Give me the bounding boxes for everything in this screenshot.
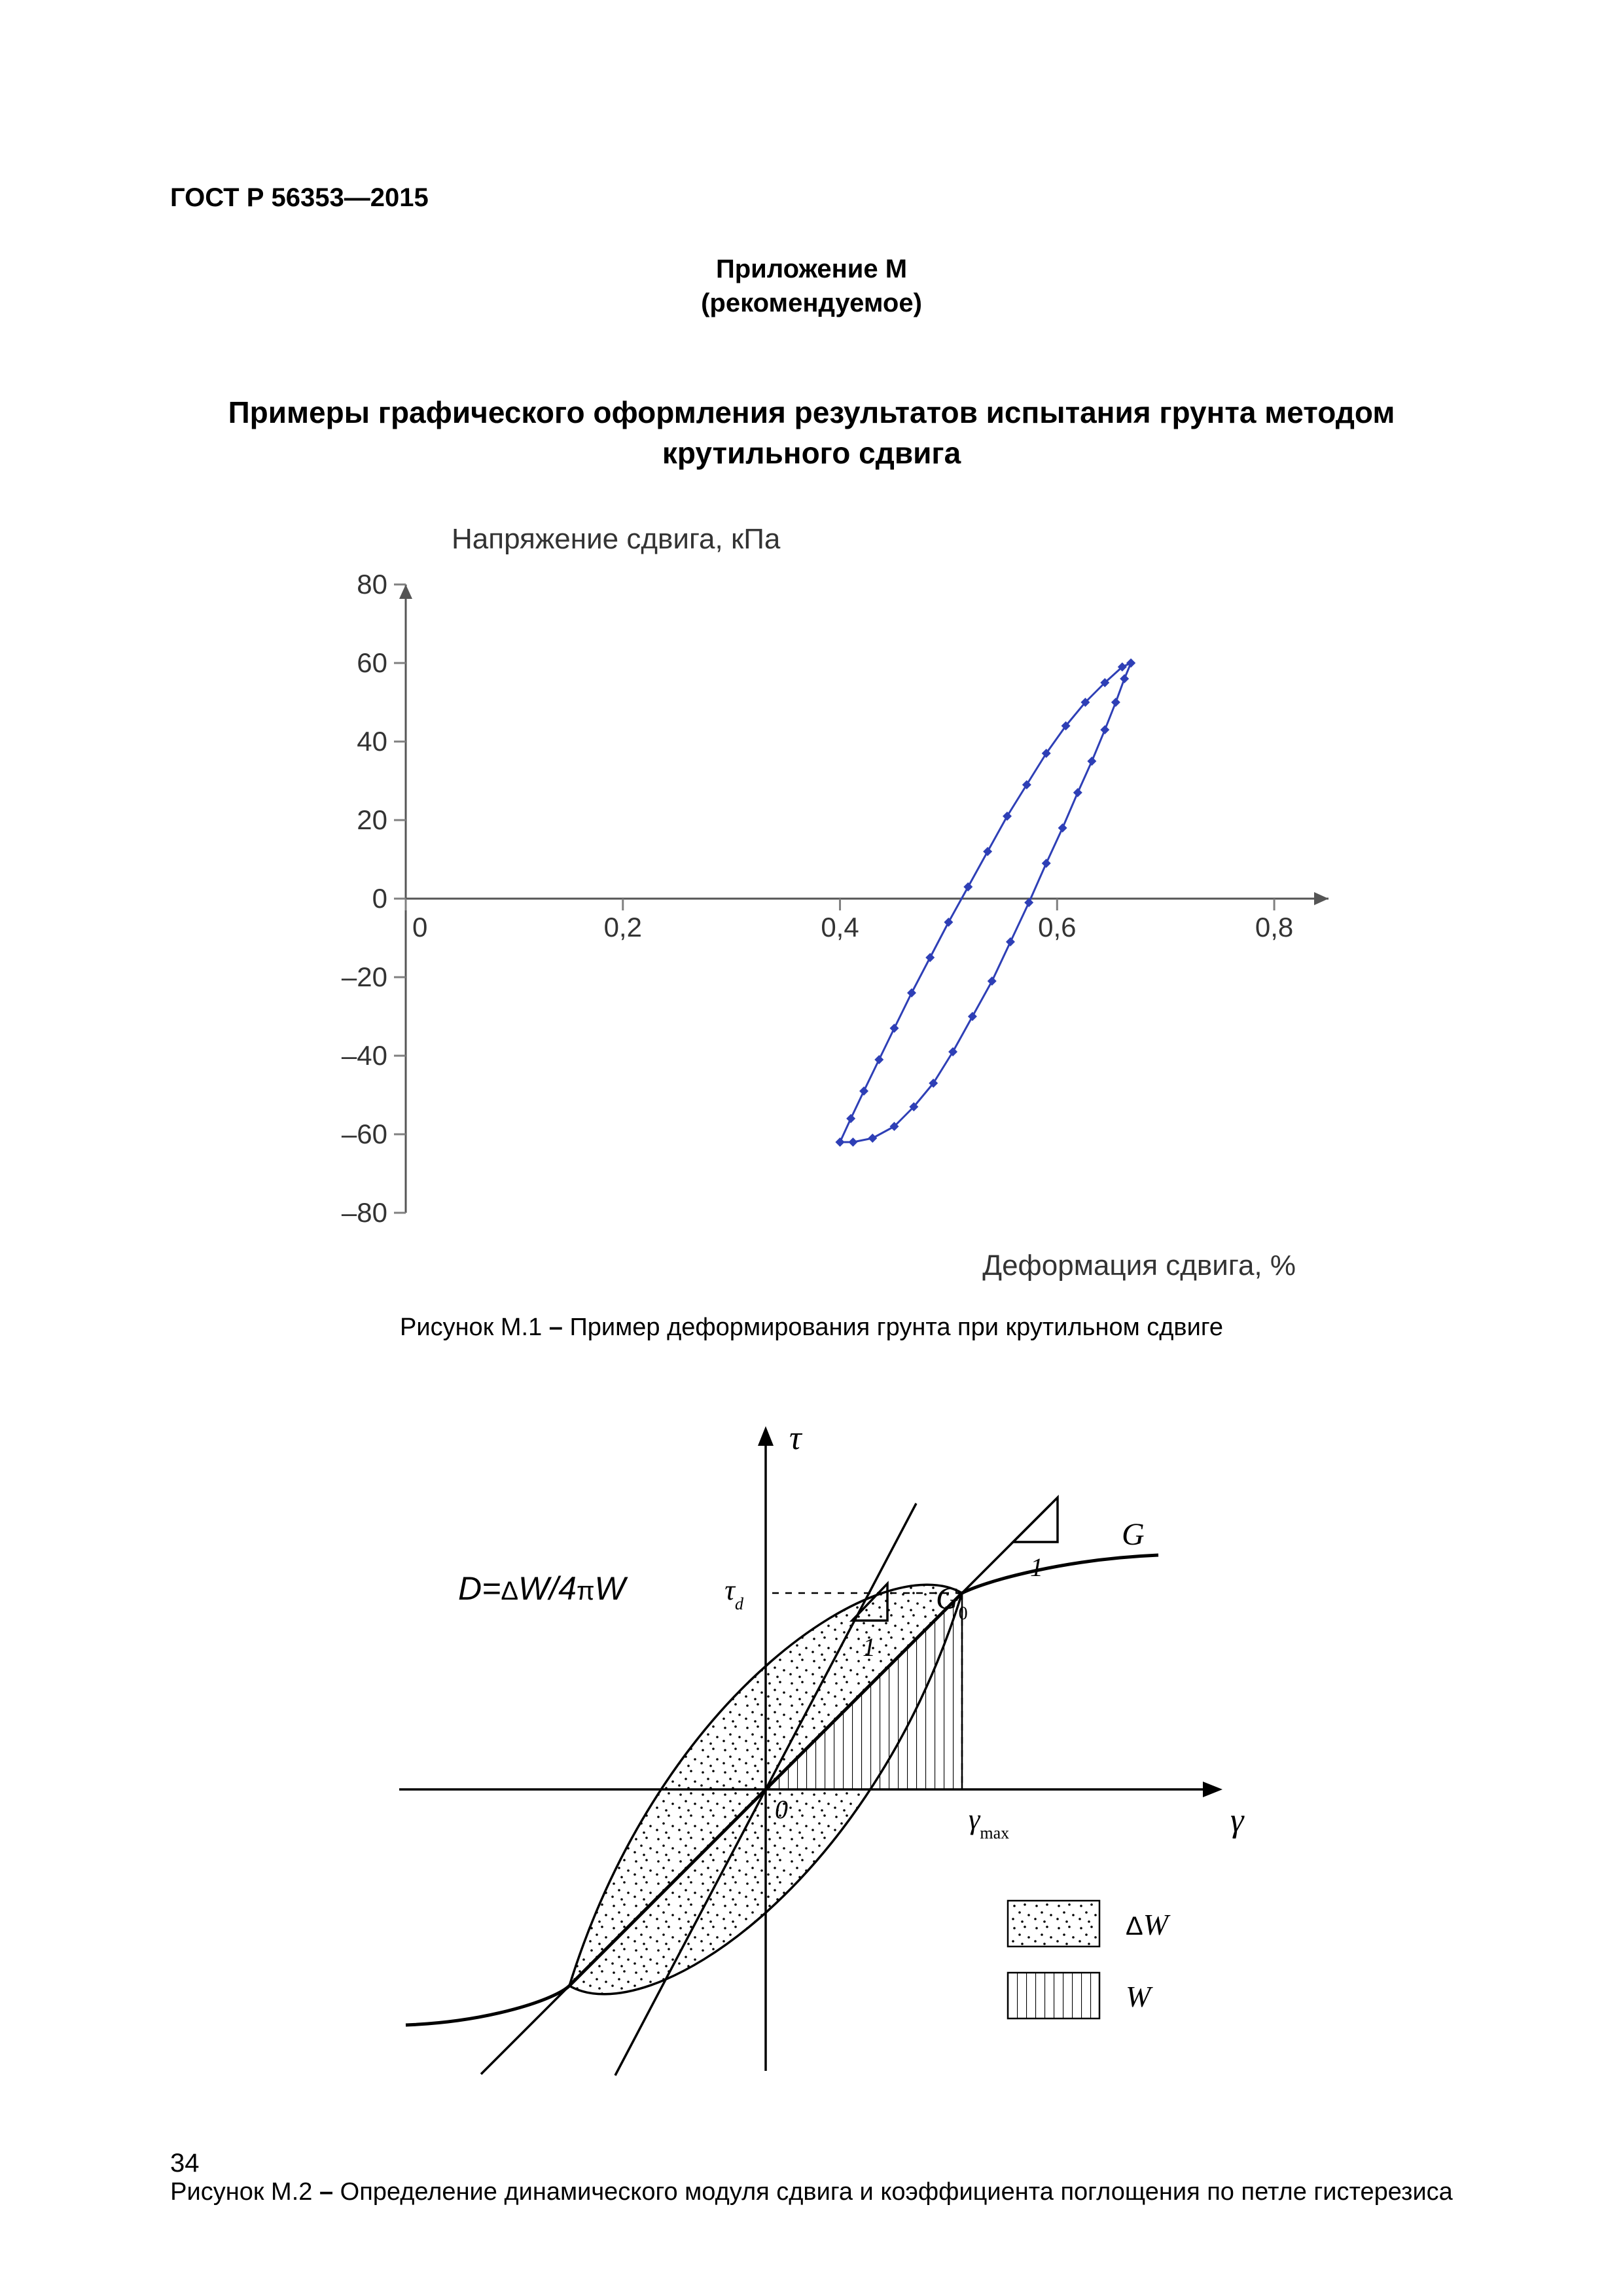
- svg-text:Деформация сдвига, %: Деформация сдвига, %: [982, 1249, 1296, 1282]
- appendix-title-line2: (рекомендуемое): [701, 289, 922, 317]
- fig1-caption-text: Пример деформирования грунта при крутиль…: [563, 1314, 1223, 1341]
- svg-text:1: 1: [863, 1632, 876, 1662]
- appendix-title-line1: Приложение М: [716, 255, 907, 283]
- svg-text:Напряжение сдвига, кПа: Напряжение сдвига, кПа: [452, 523, 781, 555]
- appendix-title: Приложение М (рекомендуемое): [170, 252, 1453, 320]
- svg-text:–40: –40: [342, 1040, 387, 1071]
- figure-m1-caption: Рисунок М.1 – Пример деформирования грун…: [170, 1311, 1453, 1344]
- svg-text:ΔW: ΔW: [1126, 1908, 1171, 1941]
- svg-text:–60: –60: [342, 1119, 387, 1149]
- fig1-caption-prefix: Рисунок М.1: [400, 1314, 549, 1341]
- fig2-caption-dash: –: [319, 2178, 333, 2206]
- svg-text:G: G: [1122, 1517, 1145, 1552]
- svg-text:0,2: 0,2: [604, 912, 642, 942]
- fig2-caption-text: Определение динамического модуля сдвига …: [333, 2178, 1453, 2206]
- svg-text:D=ΔW/4πW: D=ΔW/4πW: [458, 1570, 629, 1607]
- figure-m1: Напряжение сдвига, кПа–80–60–40–20020406…: [170, 506, 1453, 1344]
- fig2-caption-prefix: Рисунок М.2: [170, 2178, 319, 2206]
- page-number: 34: [170, 2149, 200, 2178]
- fig1-caption-dash: –: [549, 1314, 563, 1341]
- svg-text:0,6: 0,6: [1038, 912, 1076, 942]
- svg-text:γmax: γmax: [969, 1803, 1009, 1842]
- svg-text:20: 20: [357, 804, 387, 835]
- section-title: Примеры графического оформления результа…: [170, 392, 1453, 473]
- figure-m2-svg: 11τγ0τdγmaxG0GD=ΔW/4πWΔWW: [321, 1390, 1302, 2162]
- svg-text:0: 0: [372, 883, 387, 914]
- svg-text:0,8: 0,8: [1255, 912, 1293, 942]
- svg-text:τd: τd: [724, 1574, 744, 1613]
- svg-text:60: 60: [357, 647, 387, 678]
- svg-text:–80: –80: [342, 1197, 387, 1228]
- section-title-line1: Примеры графического оформления результа…: [228, 395, 1395, 429]
- svg-text:40: 40: [357, 726, 387, 757]
- svg-text:γ: γ: [1230, 1802, 1245, 1839]
- svg-text:–20: –20: [342, 961, 387, 992]
- svg-text:80: 80: [357, 569, 387, 600]
- svg-text:0: 0: [775, 1795, 788, 1824]
- figure-m2: 11τγ0τdγmaxG0GD=ΔW/4πWΔWW Рисунок М.2 – …: [170, 1390, 1453, 2209]
- svg-text:W: W: [1126, 1980, 1153, 2013]
- section-title-line2: крутильного сдвига: [662, 436, 961, 470]
- figure-m1-svg: Напряжение сдвига, кПа –80 –60 –40 –20 0 20 40 6…: [255, 506, 1368, 1298]
- svg-text:0: 0: [412, 912, 427, 942]
- svg-text:τ: τ: [789, 1420, 803, 1457]
- document-id: ГОСТ Р 56353—2015: [170, 183, 1453, 213]
- svg-text:1: 1: [1030, 1552, 1043, 1582]
- figure-m2-caption: Рисунок М.2 – Определение динамического …: [170, 2176, 1453, 2209]
- svg-text:0,4: 0,4: [821, 912, 859, 942]
